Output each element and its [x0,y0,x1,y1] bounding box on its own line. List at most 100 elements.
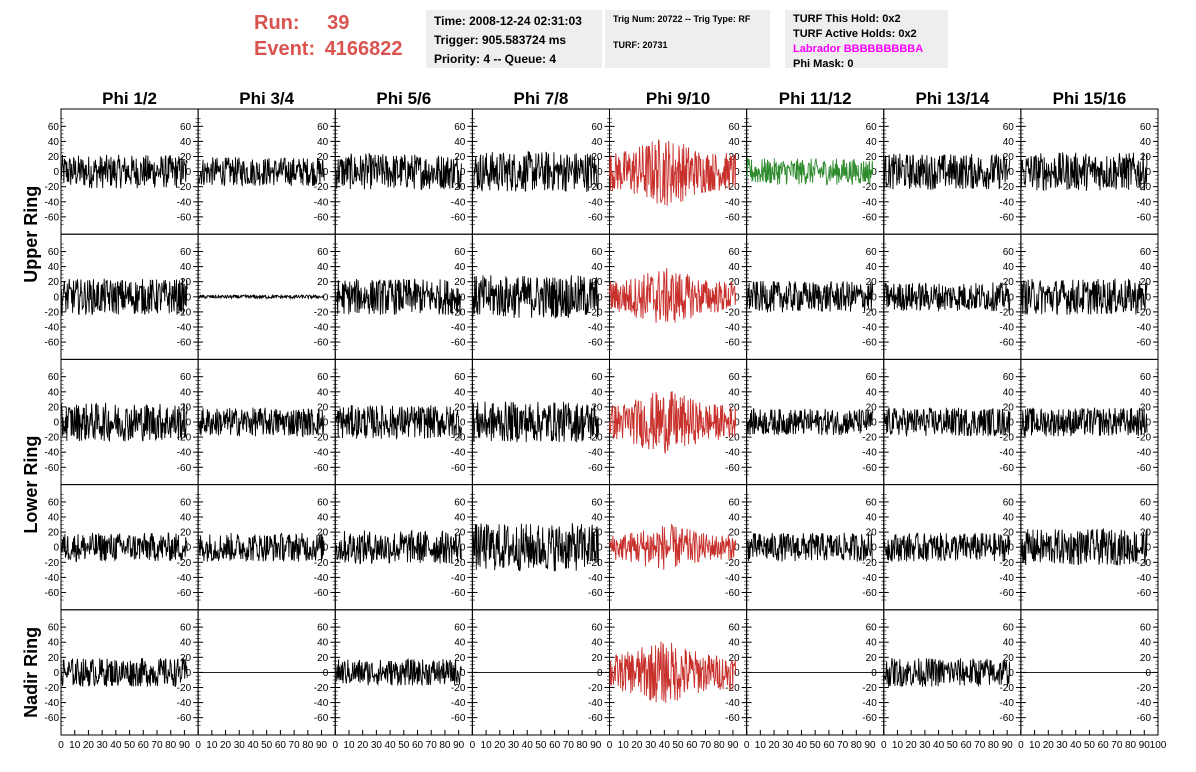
y-tick-label: 40 [317,513,329,524]
x-tick-label: 50 [398,740,410,751]
x-tick-label: 20 [906,740,918,751]
y-tick-label: 60 [180,623,192,634]
y-tick-label: -60 [862,463,877,474]
y-tick-label: 60 [317,497,329,508]
column-title: Phi 5/6 [376,89,431,108]
y-tick-label: 20 [591,653,603,664]
y-tick-label: -20 [45,307,60,318]
y-tick-label: -20 [1137,683,1152,694]
y-tick-label: -60 [45,463,60,474]
y-tick-label: 0 [871,292,877,303]
y-tick-label: -40 [45,573,60,584]
y-tick-label: 60 [454,623,466,634]
y-tick-label: 60 [1140,122,1152,133]
x-tick-label: 30 [234,740,246,751]
y-tick-label: -40 [862,197,877,208]
y-tick-label: 0 [1145,668,1151,679]
y-tick-label: 40 [180,638,192,649]
y-tick-label: 20 [317,653,329,664]
x-tick-label: 70 [1111,740,1123,751]
x-tick-label: 10 [69,740,81,751]
x-tick-label: 100 [1150,740,1167,751]
y-tick-label: 0 [53,167,59,178]
run-value: 39 [327,12,350,34]
waveform-series [472,151,599,193]
y-tick-label: -20 [862,182,877,193]
waveform-series [609,523,737,570]
y-tick-label: -60 [314,713,329,724]
y-tick-label: 60 [48,623,60,634]
x-tick-label: 60 [686,740,698,751]
y-tick-label: 40 [866,513,878,524]
y-tick-label: -20 [999,683,1014,694]
waveform-series [1020,152,1148,192]
y-tick-label: 60 [1003,623,1015,634]
y-tick-label: -20 [862,307,877,318]
y-tick-label: 60 [454,122,466,133]
x-tick-label: 20 [494,740,506,751]
y-tick-label: 60 [317,372,329,383]
y-tick-label: 40 [591,513,603,524]
y-tick-label: -60 [862,212,877,223]
row-label: Nadir Ring [21,627,41,718]
y-tick-label: 40 [866,137,878,148]
waveform-series [883,153,1011,190]
y-tick-label: 20 [866,402,878,413]
y-tick-label: 0 [53,418,59,429]
waveform-series [60,532,188,563]
y-tick-label: -20 [999,433,1014,444]
x-tick-label: 90 [1002,740,1014,751]
turf-active-holds-text: TURF Active Holds: 0x2 [793,28,917,40]
y-tick-label: 60 [317,623,329,634]
y-tick-label: -40 [999,322,1014,333]
y-tick-label: 0 [186,668,192,679]
y-tick-label: 60 [1140,372,1152,383]
y-tick-label: -40 [725,322,740,333]
y-tick-label: 40 [180,137,192,148]
y-tick-label: -40 [177,322,192,333]
y-tick-label: 60 [866,247,878,258]
waveform-series [1020,527,1148,566]
y-tick-label: -60 [588,713,603,724]
waveform-series [609,268,737,323]
y-tick-label: 20 [454,152,466,163]
turf-info-box: TURF This Hold: 0x2 TURF Active Holds: 0… [785,10,948,70]
y-tick-label: 40 [1003,513,1015,524]
x-tick-label: 10 [755,740,767,751]
y-tick-label: -20 [314,558,329,569]
y-tick-label: 20 [48,528,60,539]
waveform-series [746,281,874,313]
x-tick-label: 10 [206,740,218,751]
x-tick-label: 70 [426,740,438,751]
waveform-series [334,529,462,565]
y-tick-label: 20 [866,528,878,539]
y-tick-label: 40 [48,137,60,148]
x-tick-label: 80 [302,740,314,751]
y-tick-label: -20 [862,558,877,569]
y-tick-label: -60 [862,338,877,349]
column-title: Phi 13/14 [915,89,989,108]
y-tick-label: -60 [862,588,877,599]
y-tick-label: 40 [866,262,878,273]
y-tick-label: -40 [1137,573,1152,584]
y-tick-label: -60 [451,338,466,349]
y-tick-label: -20 [314,182,329,193]
x-tick-label: 70 [974,740,986,751]
waveform-series [334,152,462,191]
x-tick-label: 50 [673,740,685,751]
column-title: Phi 1/2 [102,89,157,108]
run-line: Run: 39 [254,12,349,35]
y-tick-label: 0 [1145,418,1151,429]
x-tick-label: 80 [988,740,1000,751]
y-tick-label: 60 [48,122,60,133]
y-tick-label: 0 [734,543,740,554]
y-tick-label: -60 [1137,588,1152,599]
y-tick-label: 0 [53,668,59,679]
y-tick-label: -60 [451,713,466,724]
x-tick-label: 90 [316,740,328,751]
y-tick-label: 0 [871,167,877,178]
y-tick-label: 0 [186,167,192,178]
y-tick-label: 40 [866,638,878,649]
y-tick-label: -20 [451,433,466,444]
